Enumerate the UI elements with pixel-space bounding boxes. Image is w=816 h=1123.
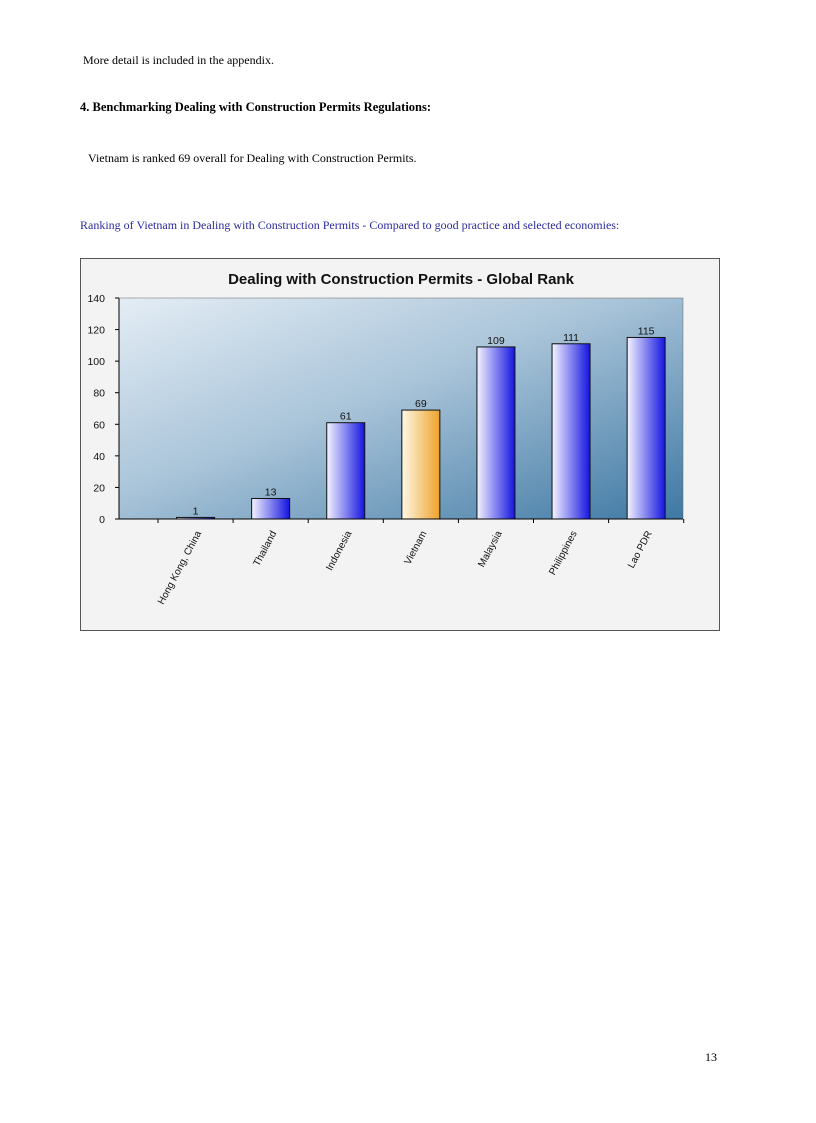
x-tick-label: Indonesia — [324, 529, 354, 573]
y-tick-label: 0 — [99, 514, 105, 526]
x-tick-label: Thailand — [252, 529, 280, 568]
y-tick-label: 40 — [93, 451, 105, 463]
bar-chart: Dealing with Construction Permits - Glob… — [87, 271, 685, 607]
page-number: 13 — [705, 1050, 717, 1064]
x-tick-label: Hong Kong, China — [156, 529, 204, 607]
bar-vietnam — [401, 409, 441, 520]
y-tick-label: 20 — [93, 482, 105, 494]
x-tick-label: Vietnam — [403, 529, 430, 566]
section-heading: 4. Benchmarking Dealing with Constructio… — [80, 100, 432, 114]
bar-lao-pdr — [626, 336, 666, 520]
bar-malaysia — [476, 346, 516, 520]
chart-caption: Ranking of Vietnam in Dealing with Const… — [80, 218, 620, 232]
summary-text: Vietnam is ranked 69 overall for Dealing… — [88, 151, 417, 165]
x-tick-label: Philippines — [547, 529, 579, 577]
intro-line: More detail is included in the appendix. — [83, 53, 274, 67]
chart: Dealing with Construction Permits - Glob… — [80, 258, 720, 631]
data-label: 109 — [487, 335, 505, 347]
y-tick-label: 80 — [93, 388, 105, 400]
data-label: 111 — [563, 332, 579, 344]
y-tick-label: 60 — [93, 419, 105, 431]
y-tick-label: 100 — [87, 356, 105, 368]
y-tick-label: 140 — [87, 293, 105, 305]
y-tick-label: 120 — [87, 325, 105, 337]
bar-thailand — [251, 497, 291, 520]
data-label: 1 — [193, 505, 199, 517]
x-tick-label: Malaysia — [476, 529, 504, 569]
x-tick-label: Lao PDR — [626, 529, 655, 570]
data-label: 61 — [340, 411, 352, 423]
data-label: 13 — [265, 486, 277, 498]
chart-title: Dealing with Construction Permits - Glob… — [228, 271, 575, 288]
data-label: 115 — [638, 325, 655, 337]
bar-indonesia — [326, 422, 366, 520]
plot-area — [118, 297, 684, 520]
bar-philippines — [551, 343, 591, 520]
data-label: 69 — [415, 398, 427, 410]
